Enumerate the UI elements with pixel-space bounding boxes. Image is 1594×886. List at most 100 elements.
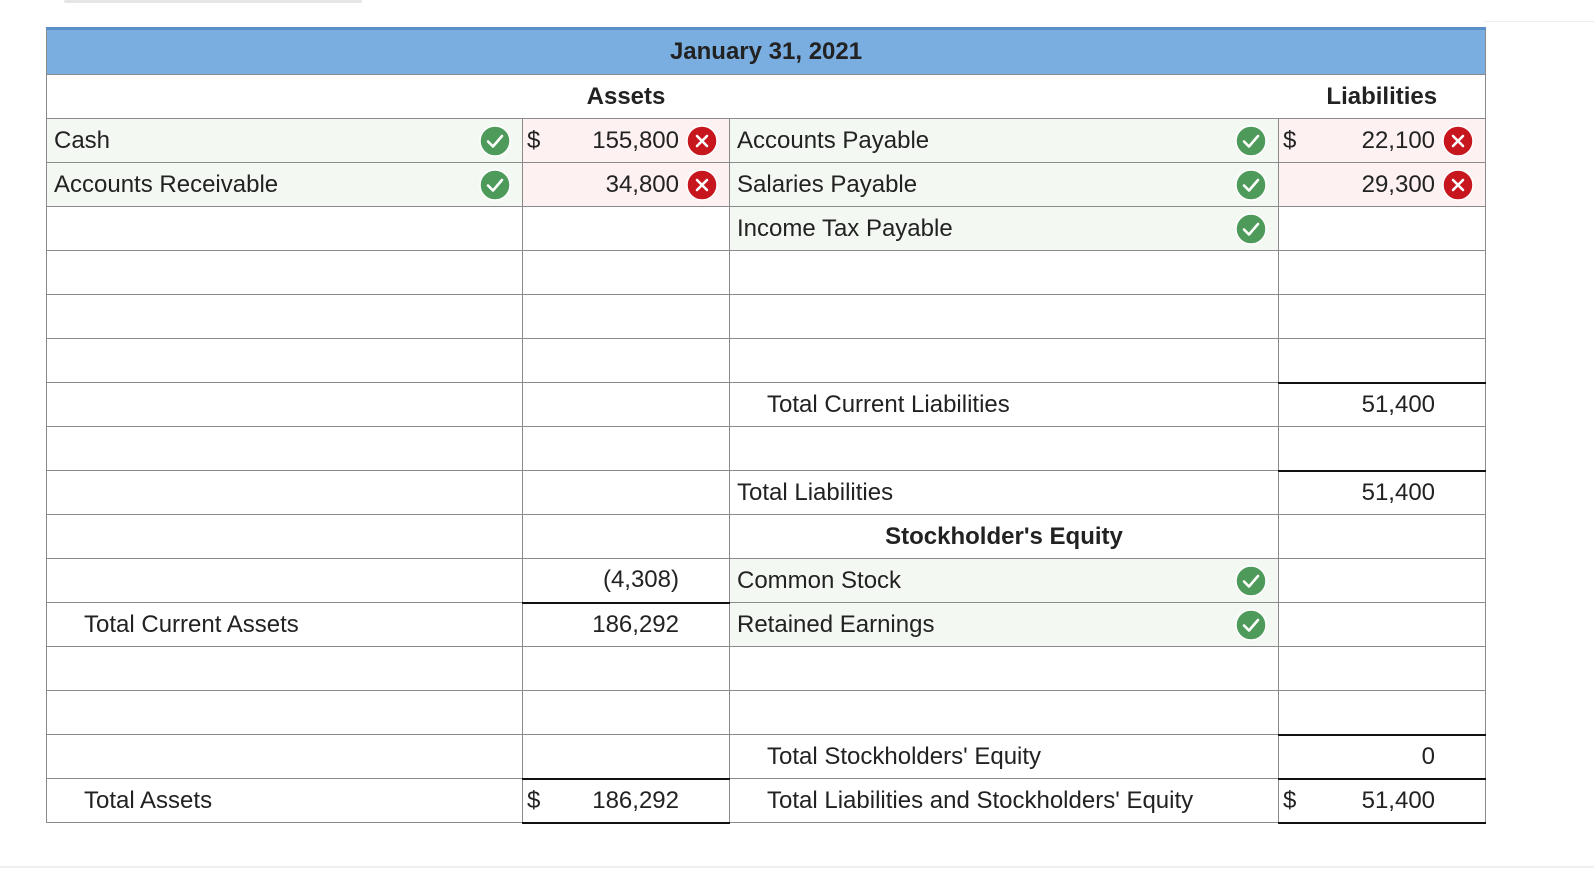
incorrect-icon [1442, 124, 1475, 157]
row [46, 426, 1487, 471]
cell[interactable] [1277, 206, 1487, 251]
cell[interactable] [522, 382, 730, 427]
row: Total Current Liabilities 51,400 [46, 381, 1487, 427]
row: Accounts Receivable 34,800 Salaries Paya… [46, 162, 1487, 207]
cell[interactable] [1277, 646, 1487, 691]
cell[interactable] [522, 250, 730, 295]
cell[interactable] [522, 734, 730, 779]
row: Income Tax Payable [46, 206, 1487, 251]
cell[interactable] [46, 514, 523, 559]
cell[interactable] [46, 646, 523, 691]
incorrect-icon [686, 168, 718, 201]
cell[interactable] [46, 558, 523, 603]
liability-label[interactable]: Accounts Payable [729, 118, 1279, 163]
divider [1484, 21, 1594, 22]
liability-label[interactable]: Salaries Payable [729, 162, 1279, 207]
asset-amount[interactable]: 34,800 [522, 162, 730, 207]
liabilities-heading: Liabilities [1278, 74, 1487, 119]
row: Total Liabilities 51,400 [46, 469, 1487, 515]
correct-icon [1235, 124, 1267, 157]
liability-amount[interactable]: $22,100 [1277, 118, 1487, 163]
cell [46, 74, 523, 119]
cell[interactable] [729, 426, 1279, 471]
asset-amount[interactable]: $155,800 [522, 118, 730, 163]
text: Common Stock [737, 566, 902, 594]
cell[interactable] [1277, 602, 1487, 647]
cell[interactable] [522, 426, 730, 471]
asset-label[interactable]: Accounts Receivable [46, 162, 523, 207]
row [46, 294, 1487, 339]
text: Salaries Payable [737, 170, 918, 198]
balance-sheet: January 31, 2021 Assets Liabilities Cash … [45, 27, 1487, 824]
cell[interactable] [1277, 426, 1487, 471]
cell[interactable] [522, 206, 730, 251]
cell[interactable] [1277, 558, 1487, 603]
liability-amount[interactable]: 29,300 [1277, 162, 1487, 207]
liability-label: Total Liabilities [729, 470, 1279, 515]
text: Accounts Receivable [54, 170, 279, 198]
row: Total Assets $186,292 Total Liabilities … [46, 777, 1487, 824]
input-bar [64, 0, 362, 3]
currency: $ [527, 126, 541, 154]
text: 29,300 [1361, 170, 1436, 198]
row: Stockholder's Equity [46, 514, 1487, 559]
cell[interactable] [46, 206, 523, 251]
cell[interactable] [522, 338, 730, 383]
row: Total Current Assets 186,292 Retained Ea… [46, 601, 1487, 647]
row [46, 690, 1487, 735]
text: Income Tax Payable [737, 214, 953, 242]
cell[interactable] [46, 294, 523, 339]
cell[interactable] [522, 646, 730, 691]
row [46, 646, 1487, 691]
cell[interactable] [522, 294, 730, 339]
cell[interactable] [46, 338, 523, 383]
currency: $ [1283, 126, 1297, 154]
asset-amount: 186,292 [522, 601, 730, 647]
liability-label: Total Liabilities and Stockholders' Equi… [729, 778, 1279, 823]
cell[interactable] [46, 250, 523, 295]
divider [0, 866, 1594, 868]
text: 51,400 [1361, 786, 1436, 814]
liability-label[interactable]: Common Stock [729, 558, 1279, 603]
cell[interactable] [522, 514, 730, 559]
cell[interactable] [522, 690, 730, 735]
cell[interactable] [729, 250, 1279, 295]
cell[interactable] [1277, 294, 1487, 339]
currency: $ [527, 786, 541, 814]
cell[interactable] [729, 690, 1279, 735]
liability-amount: 0 [1277, 733, 1487, 779]
cell[interactable] [522, 470, 730, 515]
liability-label[interactable]: Income Tax Payable [729, 206, 1279, 251]
cell[interactable] [46, 426, 523, 471]
cell[interactable] [729, 646, 1279, 691]
section-row: Assets Liabilities [46, 74, 1487, 119]
liability-label: Total Current Liabilities [729, 382, 1279, 427]
text: Cash [54, 126, 111, 154]
cell[interactable] [729, 338, 1279, 383]
text: Accounts Payable [737, 126, 930, 154]
correct-icon [1235, 564, 1267, 597]
asset-label[interactable]: Cash [46, 118, 523, 163]
cell[interactable] [729, 294, 1279, 339]
asset-label: Total Assets [46, 778, 523, 823]
liability-amount: $51,400 [1277, 777, 1487, 824]
header-row: January 31, 2021 [45, 27, 1487, 75]
cell[interactable] [1277, 250, 1487, 295]
liability-label[interactable]: Retained Earnings [729, 602, 1279, 647]
asset-amount[interactable]: (4,308) [522, 558, 730, 603]
cell[interactable] [1277, 514, 1487, 559]
cell[interactable] [1277, 690, 1487, 735]
correct-icon [1235, 608, 1267, 641]
currency: $ [1283, 786, 1297, 814]
cell[interactable] [46, 470, 523, 515]
text: Retained Earnings [737, 610, 935, 638]
text: 186,292 [592, 786, 679, 814]
cell[interactable] [46, 382, 523, 427]
asset-amount: $186,292 [522, 777, 730, 824]
cell[interactable] [1277, 338, 1487, 383]
cell[interactable] [46, 690, 523, 735]
row: Total Stockholders' Equity 0 [46, 733, 1487, 779]
correct-icon [1235, 168, 1267, 201]
cell[interactable] [46, 734, 523, 779]
